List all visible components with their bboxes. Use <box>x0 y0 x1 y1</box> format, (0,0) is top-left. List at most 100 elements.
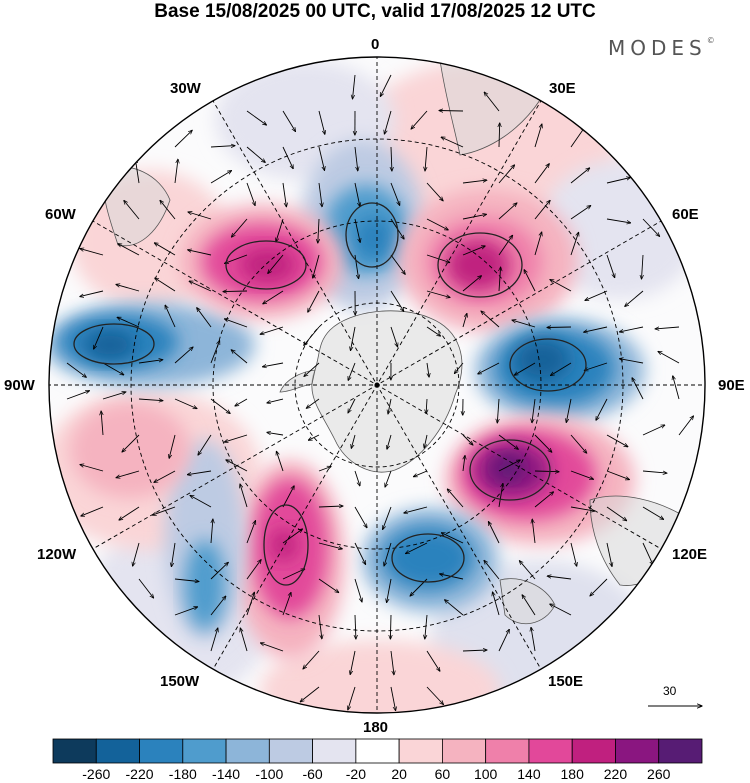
map-boundary <box>48 56 706 714</box>
colorbar-tick-label: 180 <box>560 766 584 782</box>
colorbar-tick-label: -60 <box>302 766 323 782</box>
wind-vector <box>534 124 542 148</box>
wind-vector <box>390 650 394 675</box>
wind-vector <box>154 243 176 256</box>
wind-vector <box>282 529 303 544</box>
lon-label-150e: 150E <box>548 673 584 690</box>
wind-vector <box>426 218 448 230</box>
wind-vector <box>188 212 212 220</box>
wind-vector <box>493 592 500 616</box>
wind-vector <box>174 130 192 148</box>
anomaly-fill <box>354 216 394 260</box>
wind-vector <box>498 165 515 184</box>
wind-vector <box>383 506 392 530</box>
wind-vector <box>318 182 322 207</box>
lon-label-180: 180 <box>363 719 389 736</box>
wind-vector <box>210 146 235 147</box>
wind-vector <box>313 254 320 278</box>
wind-vector <box>304 362 320 376</box>
wind-vector <box>413 470 428 477</box>
wind-vector <box>66 362 86 377</box>
wind-vector <box>590 578 608 596</box>
colorbar-tick-label: 260 <box>647 766 671 782</box>
lon-label-30e: 30E <box>549 80 576 97</box>
wind-vector <box>534 232 542 256</box>
wind-vector <box>318 614 322 639</box>
wind-vector <box>318 146 325 170</box>
wind-vector <box>304 326 320 346</box>
wind-vector <box>642 506 664 519</box>
wind-vector <box>642 470 667 473</box>
anomaly-fill <box>70 402 190 498</box>
contour-line <box>391 533 465 583</box>
wind-vector <box>198 434 212 455</box>
wind-vector <box>547 576 572 580</box>
wind-vector <box>354 218 360 242</box>
wind-vector <box>426 686 443 705</box>
wind-vector <box>318 110 325 134</box>
wind-vector <box>463 456 465 472</box>
wind-vector <box>619 359 644 364</box>
wind-vector <box>655 327 680 329</box>
wind-vector <box>318 542 342 549</box>
colorbar-swatch <box>398 738 443 764</box>
wind-vector <box>454 362 464 374</box>
anomaly-fill <box>382 526 474 590</box>
wind-vector <box>426 182 443 201</box>
map-title: Base 15/08/2025 00 UTC, valid 17/08/2025… <box>154 1 596 22</box>
contour-line <box>437 232 523 298</box>
colorbar-swatch <box>52 738 97 764</box>
wind-vector <box>263 290 284 304</box>
wind-vector <box>426 650 440 671</box>
wind-vector <box>80 290 104 297</box>
wind-vector <box>425 614 428 639</box>
wind-vector <box>550 280 572 292</box>
wind-vector <box>81 506 104 516</box>
wind-vector <box>570 434 587 453</box>
anomaly-fill <box>446 239 510 291</box>
wind-vector <box>282 146 293 169</box>
colorbar-tick-label: 60 <box>434 766 451 782</box>
wind-vector <box>318 578 339 593</box>
wind-vector <box>187 470 212 475</box>
wind-vector <box>658 351 680 364</box>
wind-vector <box>462 180 487 184</box>
wind-vector <box>498 203 517 220</box>
wind-vector <box>551 362 572 376</box>
wind-vector <box>318 506 343 507</box>
wind-vector <box>318 218 319 243</box>
wind-vector <box>190 495 212 508</box>
anomaly-fill <box>514 338 570 382</box>
wind-vector <box>426 290 450 298</box>
wind-vector <box>267 432 284 436</box>
wind-vector <box>138 399 163 401</box>
wind-vector <box>117 317 140 328</box>
colorbar-swatch <box>528 738 573 764</box>
colorbar-swatch <box>95 738 140 764</box>
wind-vector <box>550 604 572 616</box>
wind-vector <box>246 110 267 125</box>
wind-vector <box>116 284 140 292</box>
wind-vector <box>165 305 176 328</box>
contour-line <box>73 323 155 365</box>
wind-vector <box>354 470 360 486</box>
wind-vector <box>231 350 248 364</box>
wind-vector <box>102 362 124 375</box>
wind-vector <box>534 434 552 452</box>
wind-vector <box>351 434 356 448</box>
lon-label-150w: 150W <box>160 673 200 690</box>
wind-vector <box>174 347 193 364</box>
anomaly-fill <box>185 540 225 630</box>
wind-vector <box>66 391 90 400</box>
colorbar-swatch <box>441 738 487 764</box>
wind-vector <box>188 250 212 256</box>
colorbar-swatch <box>182 738 227 764</box>
colorbar-swatch <box>355 738 400 764</box>
wind-vector <box>80 465 104 472</box>
wind-vector <box>210 628 218 652</box>
wind-vector <box>154 470 176 482</box>
wind-vector <box>350 650 356 675</box>
wind-vector <box>441 533 464 544</box>
wind-vector <box>426 326 441 336</box>
